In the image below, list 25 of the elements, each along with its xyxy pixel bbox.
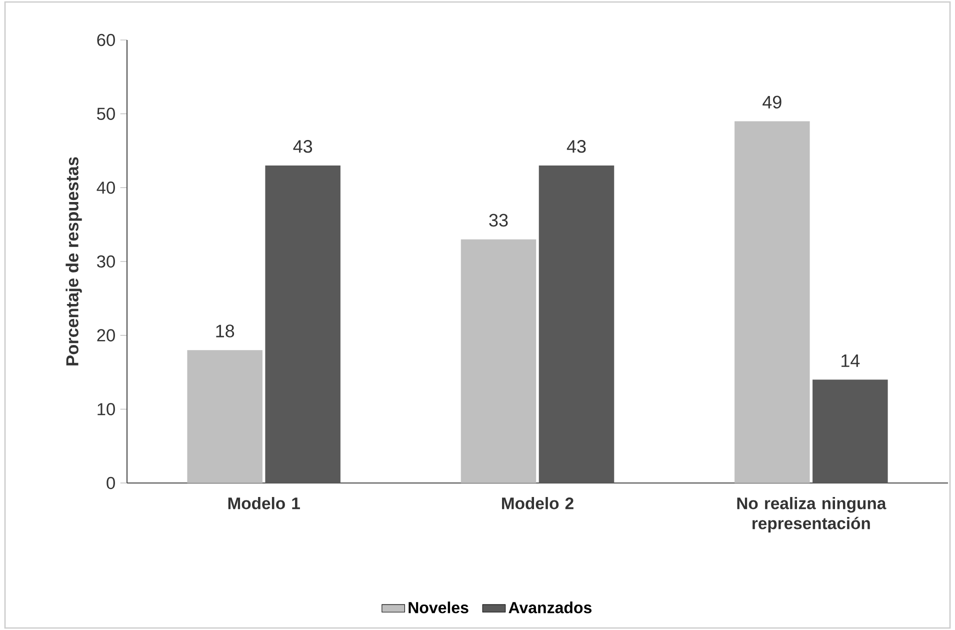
x-tick-label: Modelo 2 bbox=[502, 497, 574, 510]
bar bbox=[538, 166, 614, 483]
bar bbox=[734, 121, 810, 483]
bar bbox=[460, 239, 536, 483]
y-tick-label: 10 bbox=[98, 403, 115, 416]
x-tick-label: Modelo 1 bbox=[228, 497, 300, 510]
y-tick-label: 20 bbox=[97, 329, 115, 342]
data-label: 43 bbox=[566, 140, 586, 153]
data-label: 33 bbox=[489, 214, 508, 227]
y-tick-label: 60 bbox=[97, 34, 115, 46]
bar bbox=[265, 166, 340, 483]
data-label: 18 bbox=[216, 324, 234, 338]
data-label: 43 bbox=[293, 140, 312, 153]
bar bbox=[812, 380, 888, 483]
data-label: 14 bbox=[842, 354, 860, 367]
x-tick-label: No realiza ninguna representación bbox=[737, 497, 886, 533]
y-axis-title: Porcentaje de respuestas bbox=[66, 157, 82, 366]
bar bbox=[187, 350, 262, 483]
y-tick-label: 0 bbox=[106, 476, 115, 490]
y-tick-label: 30 bbox=[97, 255, 115, 268]
legend-label: Avanzados bbox=[508, 602, 592, 614]
data-label: 49 bbox=[762, 96, 782, 108]
y-tick-label: 40 bbox=[96, 182, 115, 194]
y-tick-label: 50 bbox=[97, 108, 115, 120]
legend-label: Noveles bbox=[408, 602, 468, 614]
